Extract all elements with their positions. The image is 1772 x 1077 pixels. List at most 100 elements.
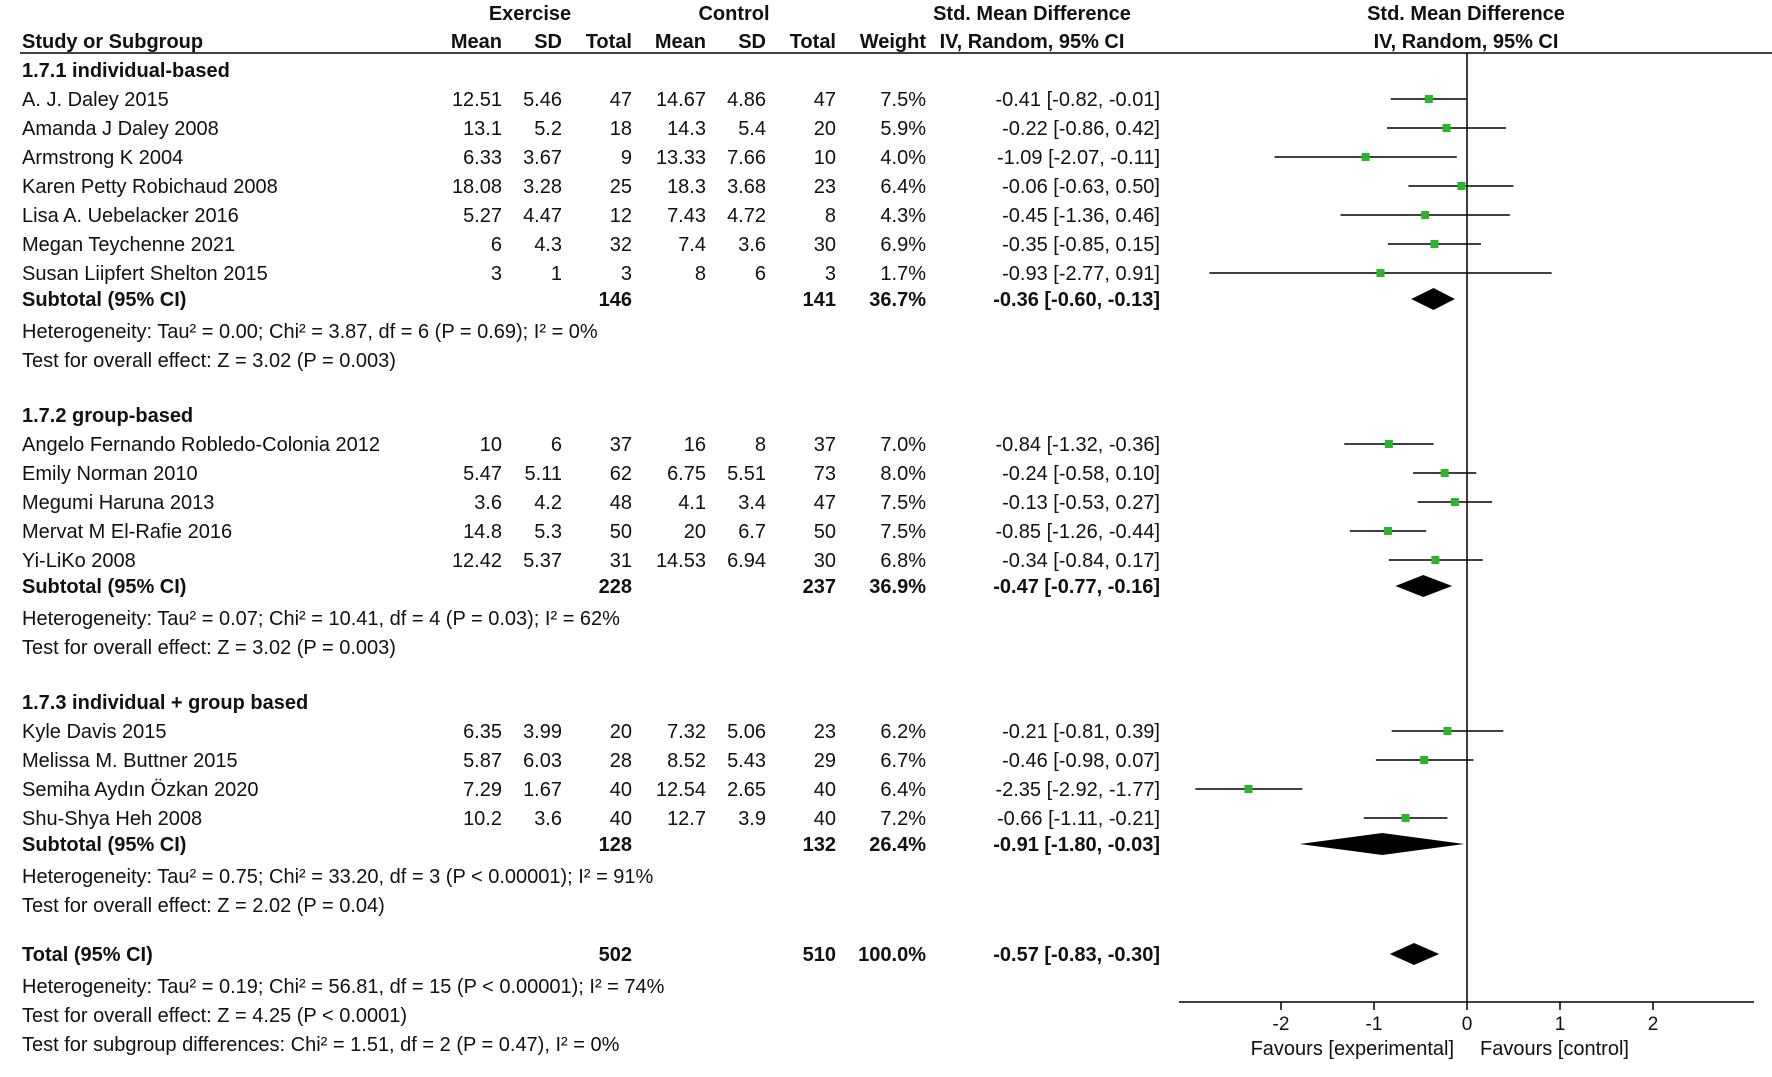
control-total: 47 — [814, 89, 836, 111]
total-label: Total (95% CI) — [22, 944, 153, 966]
total-smd-ci: -0.57 [-0.83, -0.30] — [993, 944, 1160, 966]
study-point-estimate — [1442, 124, 1451, 132]
study-point-estimate — [1421, 211, 1430, 219]
control-mean: 16 — [684, 434, 706, 456]
exercise-mean: 13.1 — [463, 118, 502, 140]
control-total: 23 — [814, 176, 836, 198]
x-axis-tick-label: 1 — [1555, 1014, 1566, 1035]
study-point-estimate — [1361, 153, 1370, 161]
total2-column-header: Total — [790, 31, 836, 53]
subtotal-smd-ci: -0.91 [-1.80, -0.03] — [993, 834, 1160, 856]
study-weight: 6.4% — [880, 779, 926, 801]
exercise-total: 20 — [610, 721, 632, 743]
control-sd: 6 — [755, 263, 766, 285]
control-total: 40 — [814, 779, 836, 801]
study-smd-ci: -0.06 [-0.63, 0.50] — [1002, 176, 1160, 198]
exercise-mean: 7.29 — [463, 779, 502, 801]
study-smd-ci: -0.41 [-0.82, -0.01] — [995, 89, 1160, 111]
overall-effect-text: Test for overall effect: Z = 2.02 (P = 0… — [22, 895, 385, 917]
study-name: Angelo Fernando Robledo-Colonia 2012 — [22, 434, 380, 456]
subgroup-title: 1.7.1 individual-based — [22, 60, 230, 82]
exercise-group-header: Exercise — [489, 3, 571, 25]
exercise-total: 47 — [610, 89, 632, 111]
subtotal-smd-ci: -0.36 [-0.60, -0.13] — [993, 289, 1160, 311]
total-control-total: 510 — [803, 944, 836, 966]
study-weight: 6.7% — [880, 750, 926, 772]
study-weight: 4.3% — [880, 205, 926, 227]
exercise-total: 12 — [610, 205, 632, 227]
control-group-header: Control — [698, 3, 769, 25]
study-point-estimate — [1440, 469, 1449, 477]
study-name: Lisa A. Uebelacker 2016 — [22, 205, 239, 227]
subtotal-weight: 36.7% — [869, 289, 926, 311]
study-smd-ci: -0.21 [-0.81, 0.39] — [1002, 721, 1160, 743]
study-name: Amanda J Daley 2008 — [22, 118, 219, 140]
study-name: Semiha Aydın Özkan 2020 — [22, 779, 258, 801]
smd-right-subheader: IV, Random, 95% CI — [1374, 31, 1559, 53]
study-point-estimate — [1384, 440, 1393, 448]
study-smd-ci: -0.84 [-1.32, -0.36] — [995, 434, 1160, 456]
control-sd: 3.9 — [738, 808, 766, 830]
control-sd: 4.72 — [727, 205, 766, 227]
control-total: 29 — [814, 750, 836, 772]
study-name: Megan Teychenne 2021 — [22, 234, 235, 256]
study-smd-ci: -0.34 [-0.84, 0.17] — [1002, 550, 1160, 572]
study-column-header: Study or Subgroup — [22, 31, 203, 53]
control-sd: 6.94 — [727, 550, 766, 572]
heterogeneity-text: Heterogeneity: Tau² = 0.07; Chi² = 10.41… — [22, 608, 620, 630]
exercise-total: 37 — [610, 434, 632, 456]
control-mean: 7.4 — [678, 234, 706, 256]
overall-effect-text: Test for overall effect: Z = 3.02 (P = 0… — [22, 350, 396, 372]
control-sd: 5.06 — [727, 721, 766, 743]
subtotal-label: Subtotal (95% CI) — [22, 576, 186, 598]
exercise-mean: 18.08 — [452, 176, 502, 198]
exercise-mean: 6 — [491, 234, 502, 256]
control-sd: 2.65 — [727, 779, 766, 801]
study-weight: 6.9% — [880, 234, 926, 256]
control-mean: 6.75 — [667, 463, 706, 485]
control-sd: 8 — [755, 434, 766, 456]
study-weight: 5.9% — [880, 118, 926, 140]
subtotal-exercise-total: 146 — [599, 289, 632, 311]
control-mean: 18.3 — [667, 176, 706, 198]
study-weight: 7.5% — [880, 521, 926, 543]
study-weight: 7.5% — [880, 492, 926, 514]
subtotal-weight: 26.4% — [869, 834, 926, 856]
exercise-sd: 5.11 — [525, 463, 562, 485]
exercise-mean: 10.2 — [463, 808, 502, 830]
mean1-column-header: Mean — [451, 31, 502, 53]
smd-right-header: Std. Mean Difference — [1367, 3, 1565, 25]
exercise-mean: 14.8 — [463, 521, 502, 543]
subtotal-control-total: 141 — [803, 289, 836, 311]
control-mean: 14.3 — [667, 118, 706, 140]
subtotal-control-total: 237 — [803, 576, 836, 598]
control-total: 3 — [825, 263, 836, 285]
exercise-mean: 12.51 — [452, 89, 502, 111]
overall-effect-text: Test for overall effect: Z = 3.02 (P = 0… — [22, 637, 396, 659]
study-weight: 6.2% — [880, 721, 926, 743]
study-point-estimate — [1424, 95, 1433, 103]
study-smd-ci: -0.13 [-0.53, 0.27] — [1002, 492, 1160, 514]
control-mean: 8 — [695, 263, 706, 285]
control-mean: 7.32 — [667, 721, 706, 743]
control-total: 73 — [814, 463, 836, 485]
exercise-sd: 4.3 — [534, 234, 562, 256]
study-smd-ci: -1.09 [-2.07, -0.11] — [997, 147, 1160, 169]
control-total: 30 — [814, 550, 836, 572]
study-weight: 8.0% — [880, 463, 926, 485]
control-total: 37 — [814, 434, 836, 456]
exercise-sd: 6.03 — [523, 750, 562, 772]
study-smd-ci: -0.24 [-0.58, 0.10] — [1002, 463, 1160, 485]
exercise-mean: 10 — [480, 434, 502, 456]
study-name: A. J. Daley 2015 — [22, 89, 169, 111]
study-name: Susan Liipfert Shelton 2015 — [22, 263, 268, 285]
exercise-total: 48 — [610, 492, 632, 514]
favours-experimental-label: Favours [experimental] — [1251, 1038, 1454, 1060]
study-name: Megumi Haruna 2013 — [22, 492, 214, 514]
exercise-mean: 3.6 — [474, 492, 502, 514]
smd-left-header: Std. Mean Difference — [933, 3, 1131, 25]
study-smd-ci: -0.66 [-1.11, -0.21] — [997, 808, 1160, 830]
exercise-total: 3 — [621, 263, 632, 285]
control-mean: 20 — [684, 521, 706, 543]
